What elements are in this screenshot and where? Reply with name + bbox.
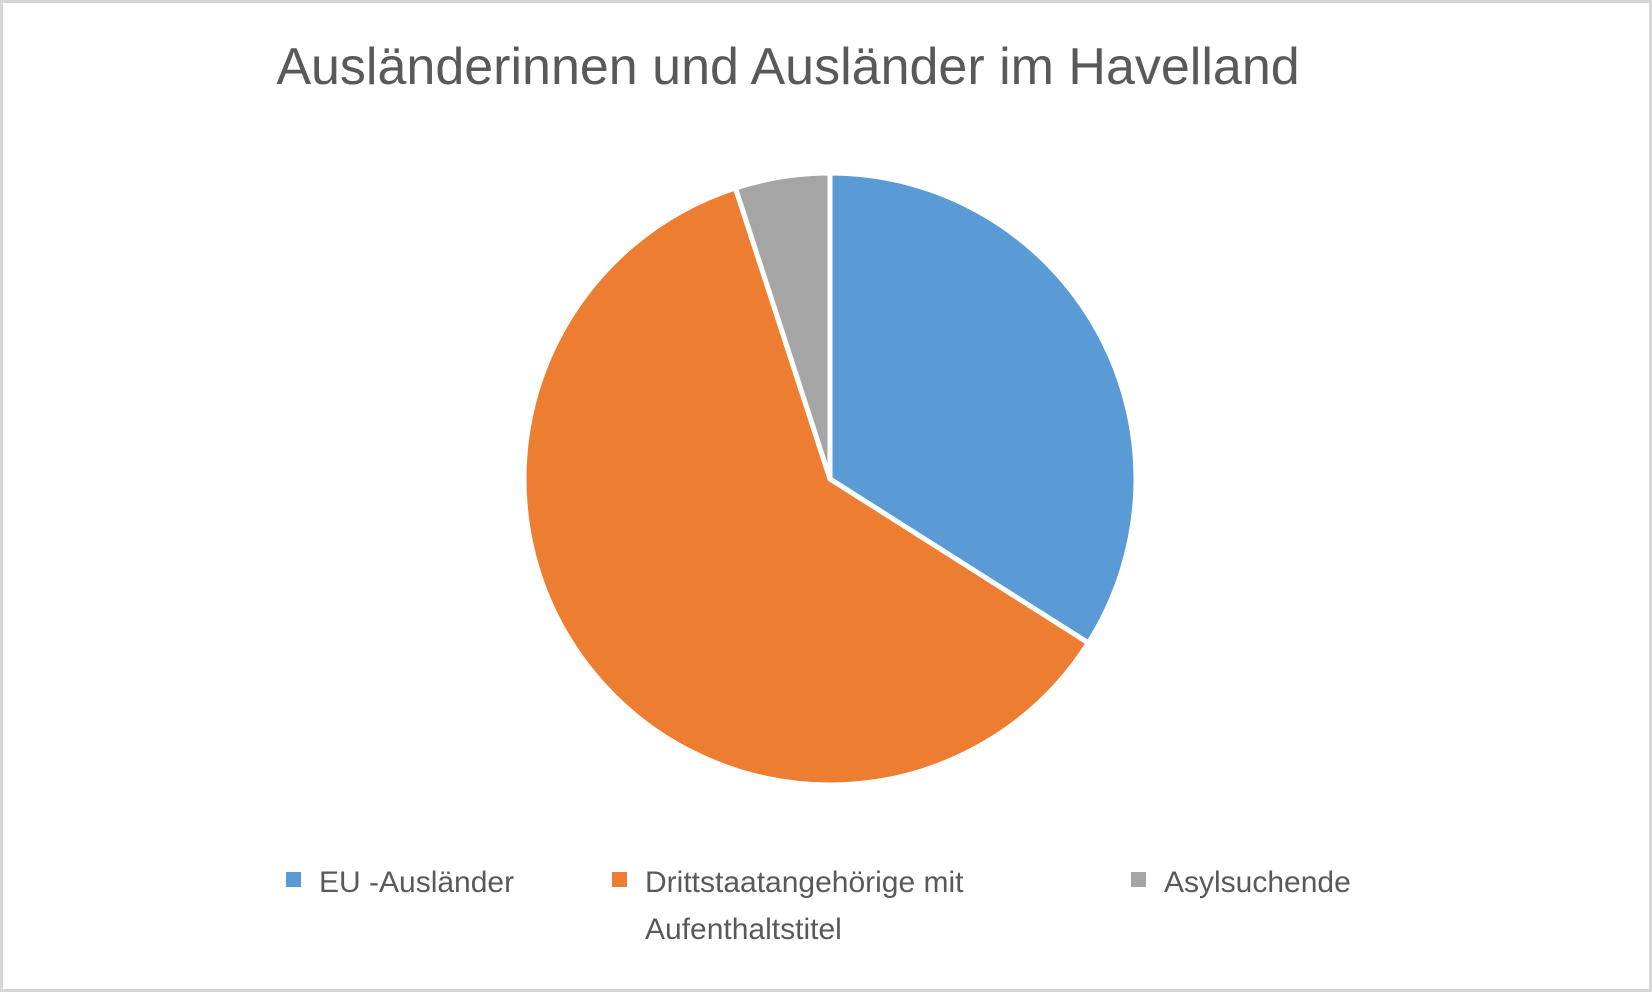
legend-item-drittstaatangehoerige[interactable]: Drittstaatangehörige mit Aufenthaltstite…	[612, 859, 1045, 953]
legend: EU -Ausländer Drittstaatangehörige mit A…	[3, 859, 1649, 979]
legend-label: Drittstaatangehörige mit Aufenthaltstite…	[645, 866, 964, 946]
legend-marker-icon	[1131, 872, 1146, 887]
pie-chart	[521, 170, 1139, 788]
pie-slice-2[interactable]	[732, 170, 833, 482]
legend-marker-icon	[612, 872, 627, 887]
chart-title: Ausländerinnen und Ausländer im Havellan…	[276, 38, 1300, 96]
legend-item-eu-auslaender[interactable]: EU -Ausländer	[286, 859, 514, 906]
pie-slice-1[interactable]	[521, 185, 1091, 788]
legend-marker-icon	[286, 872, 301, 887]
legend-item-asylsuchende[interactable]: Asylsuchende	[1131, 859, 1351, 906]
legend-label: EU -Ausländer	[319, 866, 515, 899]
legend-label: Asylsuchende	[1164, 866, 1351, 899]
